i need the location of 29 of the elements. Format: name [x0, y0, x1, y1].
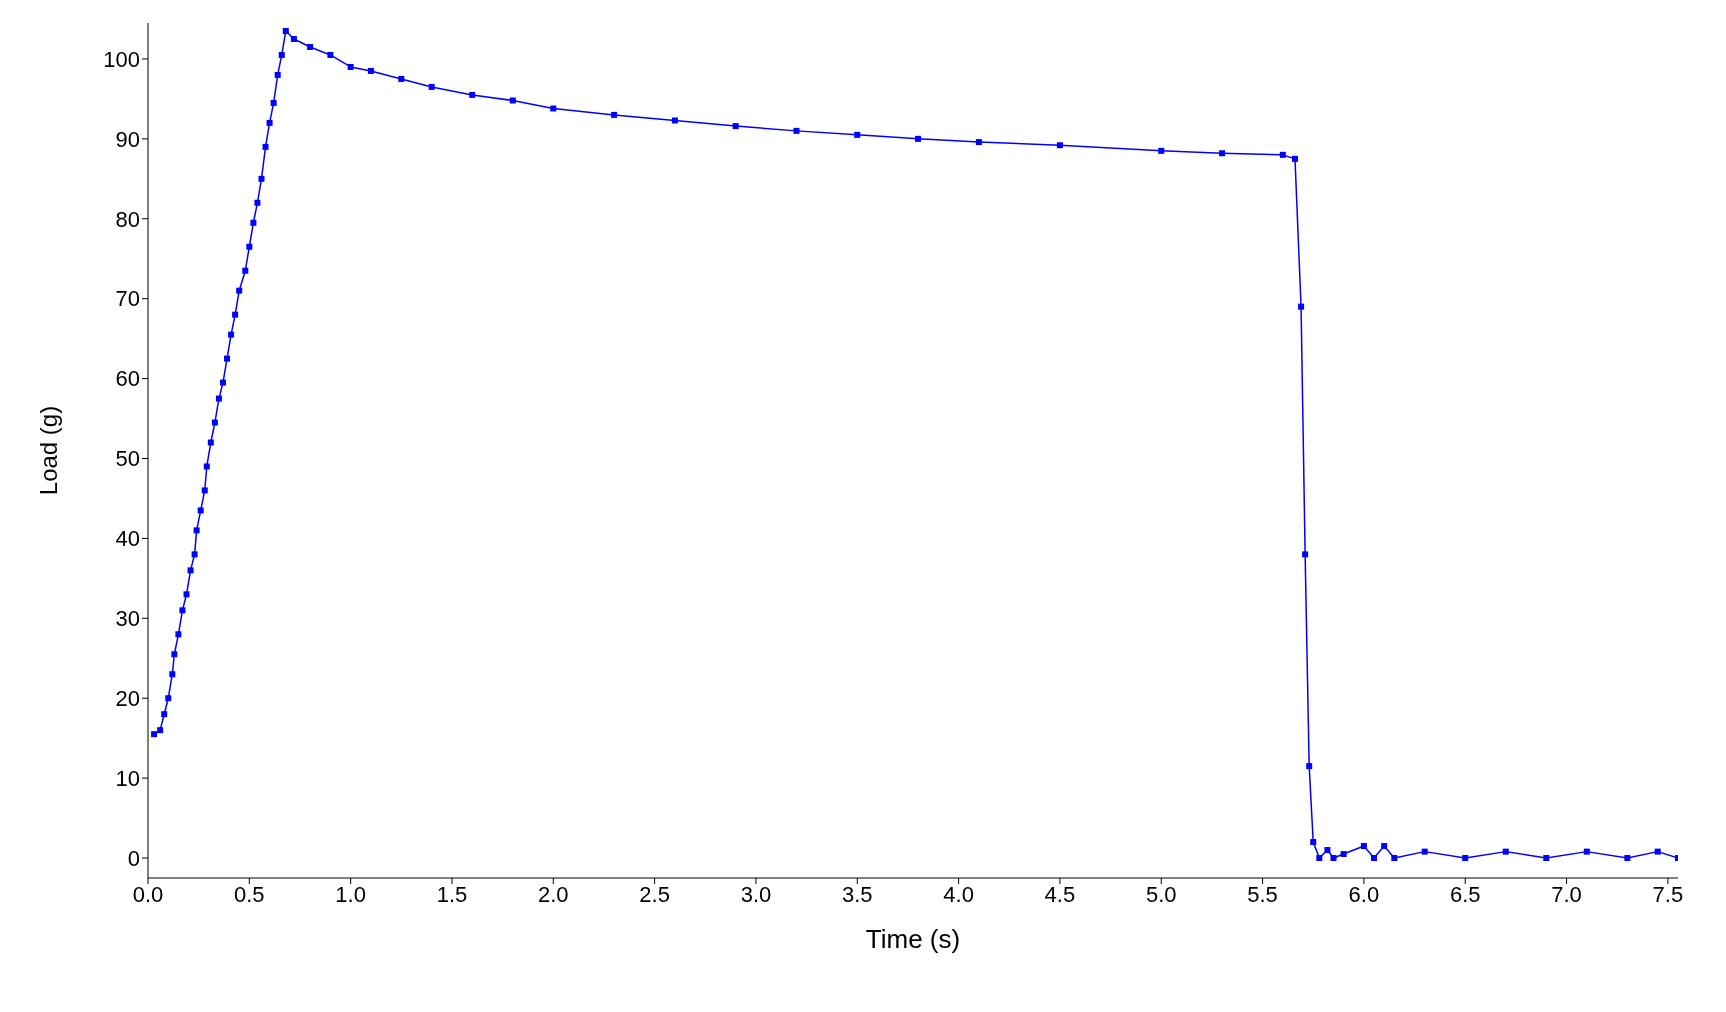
x-tick-label: 0.0 — [132, 881, 164, 907]
y-tick-label: 100 — [103, 46, 140, 72]
y-tick-label: 60 — [115, 366, 140, 392]
y-tick-label: 0 — [127, 845, 140, 871]
x-tick-label: 5.0 — [1145, 881, 1177, 907]
x-tick-label: 3.5 — [841, 881, 873, 907]
x-tick-label: 6.5 — [1449, 881, 1481, 907]
x-tick-label: 1.0 — [335, 881, 366, 907]
y-tick-label: 10 — [115, 765, 140, 791]
y-tick-label: 70 — [115, 286, 140, 312]
x-tick-label: 2.0 — [538, 881, 569, 907]
x-tick-label: 5.5 — [1247, 881, 1278, 907]
x-tick-label: 2.5 — [639, 881, 670, 907]
x-tick-label: 4.5 — [1044, 881, 1076, 907]
x-tick-label: 6.0 — [1348, 881, 1380, 907]
x-tick-label: 7.0 — [1551, 881, 1582, 907]
x-tick-label: 3.0 — [740, 881, 772, 907]
x-axis-title: Time (s) — [865, 924, 961, 954]
y-tick-label: 20 — [115, 686, 140, 712]
y-axis-title: Load (g) — [34, 405, 62, 496]
y-tick-label: 80 — [115, 206, 140, 232]
y-tick-label: 50 — [115, 446, 140, 472]
y-tick-label: 90 — [115, 126, 140, 152]
x-tick-label: 0.5 — [234, 881, 265, 907]
x-tick-label: 4.0 — [943, 881, 974, 907]
x-tick-label: 7.5 — [1652, 881, 1684, 907]
x-tick-label: 1.5 — [436, 881, 468, 907]
y-tick-label: 40 — [115, 526, 140, 552]
y-tick-label: 30 — [115, 606, 140, 632]
